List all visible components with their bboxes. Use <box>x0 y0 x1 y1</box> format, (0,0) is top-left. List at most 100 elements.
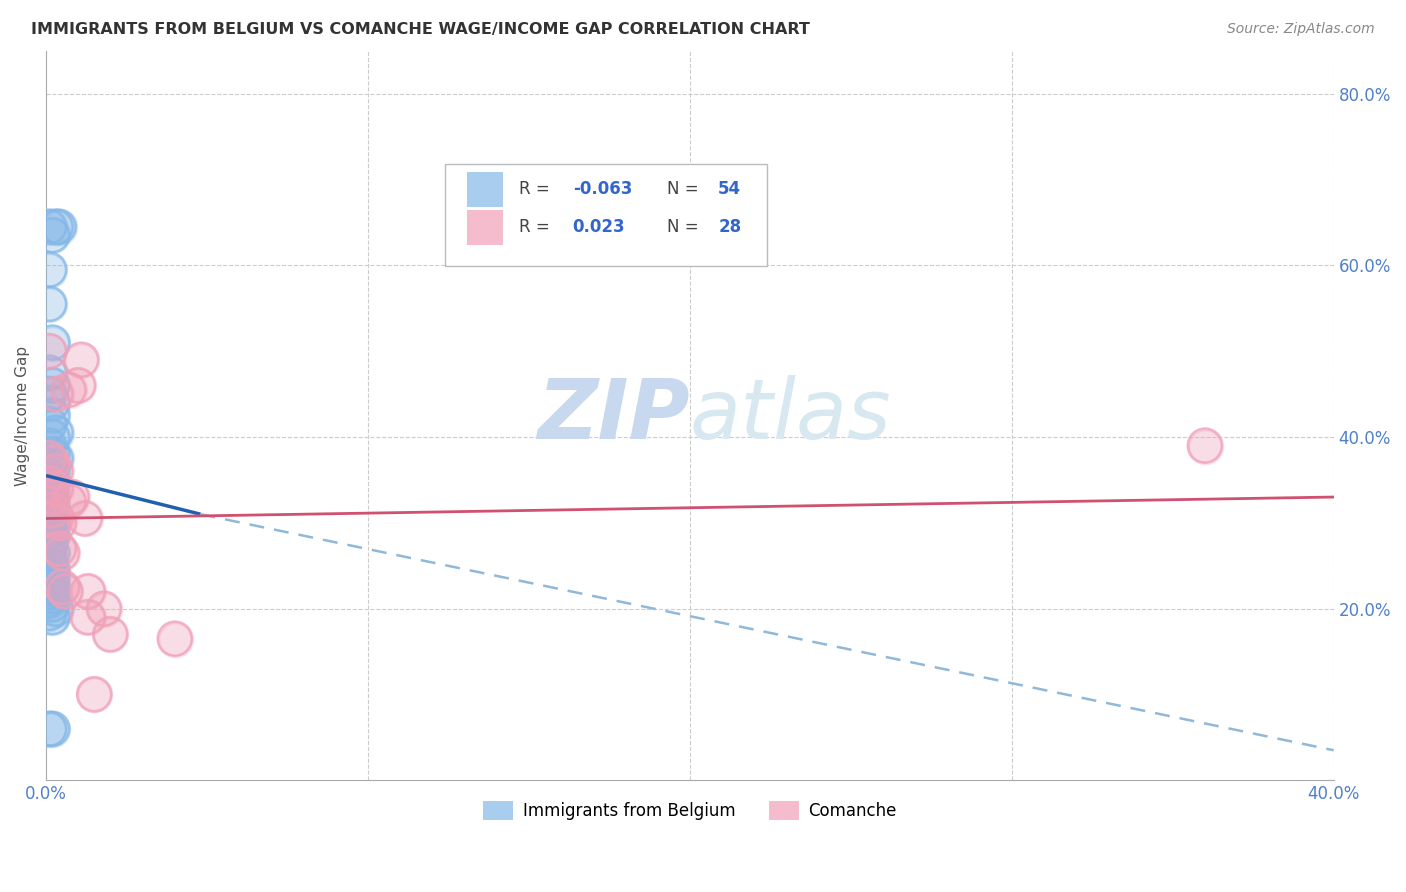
Point <box>58 494 80 508</box>
Point <box>41 610 63 624</box>
Point <box>60 490 83 504</box>
Point <box>38 451 60 466</box>
Point <box>41 503 63 517</box>
Point <box>41 490 63 504</box>
Text: Source: ZipAtlas.com: Source: ZipAtlas.com <box>1227 22 1375 37</box>
Bar <box>467 172 503 207</box>
Point <box>38 366 60 380</box>
Point <box>60 490 83 504</box>
Point <box>58 494 80 508</box>
Point <box>41 503 63 517</box>
Point <box>38 473 60 487</box>
Point <box>41 580 63 594</box>
Point <box>38 558 60 573</box>
Point <box>58 383 80 397</box>
Point <box>38 262 60 277</box>
Point <box>41 722 63 736</box>
Point <box>48 219 70 234</box>
Point <box>41 572 63 586</box>
Text: ZIP: ZIP <box>537 375 690 456</box>
Point <box>38 494 60 508</box>
Point <box>38 606 60 620</box>
Point <box>38 366 60 380</box>
Point <box>70 352 93 367</box>
Point <box>38 524 60 539</box>
Point <box>45 511 67 525</box>
Point <box>38 485 60 500</box>
Point <box>38 593 60 607</box>
Point <box>38 567 60 582</box>
Text: -0.063: -0.063 <box>572 180 633 198</box>
Point <box>41 477 63 491</box>
Point <box>38 550 60 565</box>
Point <box>41 546 63 560</box>
Point <box>48 219 70 234</box>
Text: R =: R = <box>519 219 554 236</box>
Point <box>38 537 60 551</box>
Point <box>38 722 60 736</box>
Point <box>45 219 67 234</box>
Point <box>53 584 76 599</box>
Point <box>45 425 67 440</box>
Point <box>41 516 63 530</box>
Point <box>76 584 98 599</box>
Point <box>53 584 76 599</box>
Point <box>38 468 60 483</box>
Point <box>41 378 63 392</box>
Point <box>38 541 60 556</box>
Point <box>163 632 186 646</box>
Point <box>41 395 63 409</box>
Point <box>76 610 98 624</box>
Point <box>45 451 67 466</box>
Point <box>38 550 60 565</box>
Point <box>38 477 60 491</box>
Point <box>67 378 90 392</box>
Point <box>45 464 67 478</box>
Point <box>41 610 63 624</box>
Point <box>67 378 90 392</box>
Point <box>38 482 60 496</box>
Point <box>38 473 60 487</box>
Point <box>41 580 63 594</box>
Point <box>38 524 60 539</box>
Point <box>45 425 67 440</box>
Point <box>76 610 98 624</box>
Point <box>41 598 63 612</box>
Point <box>38 722 60 736</box>
Point <box>41 409 63 423</box>
Point <box>41 447 63 461</box>
Point <box>51 580 73 594</box>
Text: 0.023: 0.023 <box>572 219 626 236</box>
Legend: Immigrants from Belgium, Comanche: Immigrants from Belgium, Comanche <box>477 794 904 827</box>
Point <box>41 430 63 444</box>
Point <box>38 344 60 359</box>
Point <box>1194 438 1216 452</box>
Point <box>38 520 60 534</box>
Point <box>45 451 67 466</box>
Point <box>45 601 67 615</box>
Text: IMMIGRANTS FROM BELGIUM VS COMANCHE WAGE/INCOME GAP CORRELATION CHART: IMMIGRANTS FROM BELGIUM VS COMANCHE WAGE… <box>31 22 810 37</box>
Point <box>73 511 96 525</box>
Point <box>38 490 60 504</box>
FancyBboxPatch shape <box>446 164 768 266</box>
Point <box>41 546 63 560</box>
Point <box>38 262 60 277</box>
Point <box>38 575 60 590</box>
Point <box>38 297 60 311</box>
Bar <box>467 210 503 244</box>
Point <box>45 511 67 525</box>
Point <box>38 485 60 500</box>
Point <box>98 627 121 641</box>
Point <box>41 447 63 461</box>
Point <box>38 219 60 234</box>
Point <box>38 438 60 452</box>
Point <box>45 387 67 401</box>
Point <box>41 563 63 577</box>
Point <box>41 430 63 444</box>
Point <box>38 494 60 508</box>
Point <box>41 464 63 478</box>
Point <box>38 533 60 547</box>
Point <box>45 219 67 234</box>
Point <box>38 567 60 582</box>
Point <box>41 529 63 543</box>
